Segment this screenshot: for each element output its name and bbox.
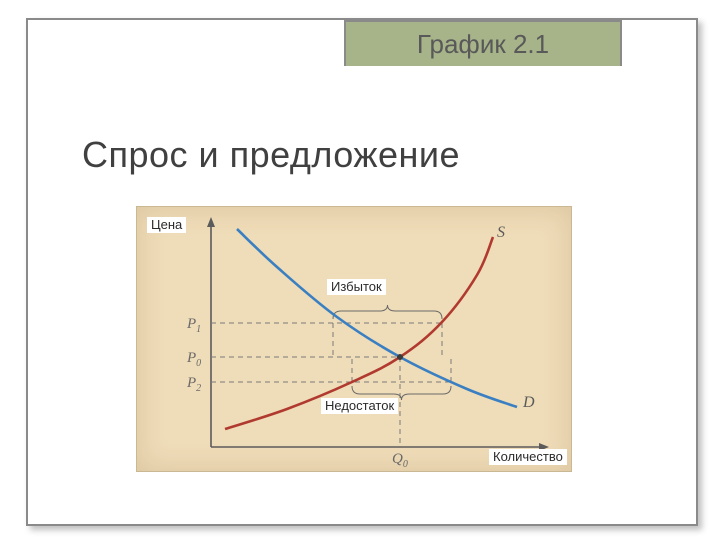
demand-label: D bbox=[522, 394, 535, 411]
y-axis-arrow bbox=[207, 217, 215, 227]
price-labels: P1 P0 P2 bbox=[186, 316, 201, 394]
price-label: P1 bbox=[186, 316, 201, 335]
q0-label: Q0 bbox=[392, 451, 408, 470]
surplus-label: Избыток bbox=[327, 279, 386, 295]
slide-frame: График 2.1 Спрос и предложение bbox=[26, 18, 698, 526]
page-title: Спрос и предложение bbox=[82, 134, 460, 176]
supply-demand-chart: P1 P0 P2 Q0 S D Цена Избыток Недостаток Ко… bbox=[136, 206, 572, 472]
guide-lines bbox=[211, 323, 451, 447]
equilibrium-point bbox=[397, 354, 403, 360]
price-label: P2 bbox=[186, 375, 201, 394]
tab-title: График 2.1 bbox=[417, 29, 549, 60]
chart-svg: P1 P0 P2 Q0 S D bbox=[137, 207, 571, 471]
demand-curve bbox=[237, 229, 517, 407]
shortage-label: Недостаток bbox=[321, 398, 398, 414]
tab-header: График 2.1 bbox=[344, 20, 622, 66]
axes bbox=[207, 217, 549, 451]
surplus-brace bbox=[333, 305, 442, 319]
x-axis-label: Количество bbox=[489, 449, 567, 465]
y-axis-label: Цена bbox=[147, 217, 186, 233]
supply-label: S bbox=[497, 224, 505, 241]
price-label: P0 bbox=[186, 350, 201, 369]
